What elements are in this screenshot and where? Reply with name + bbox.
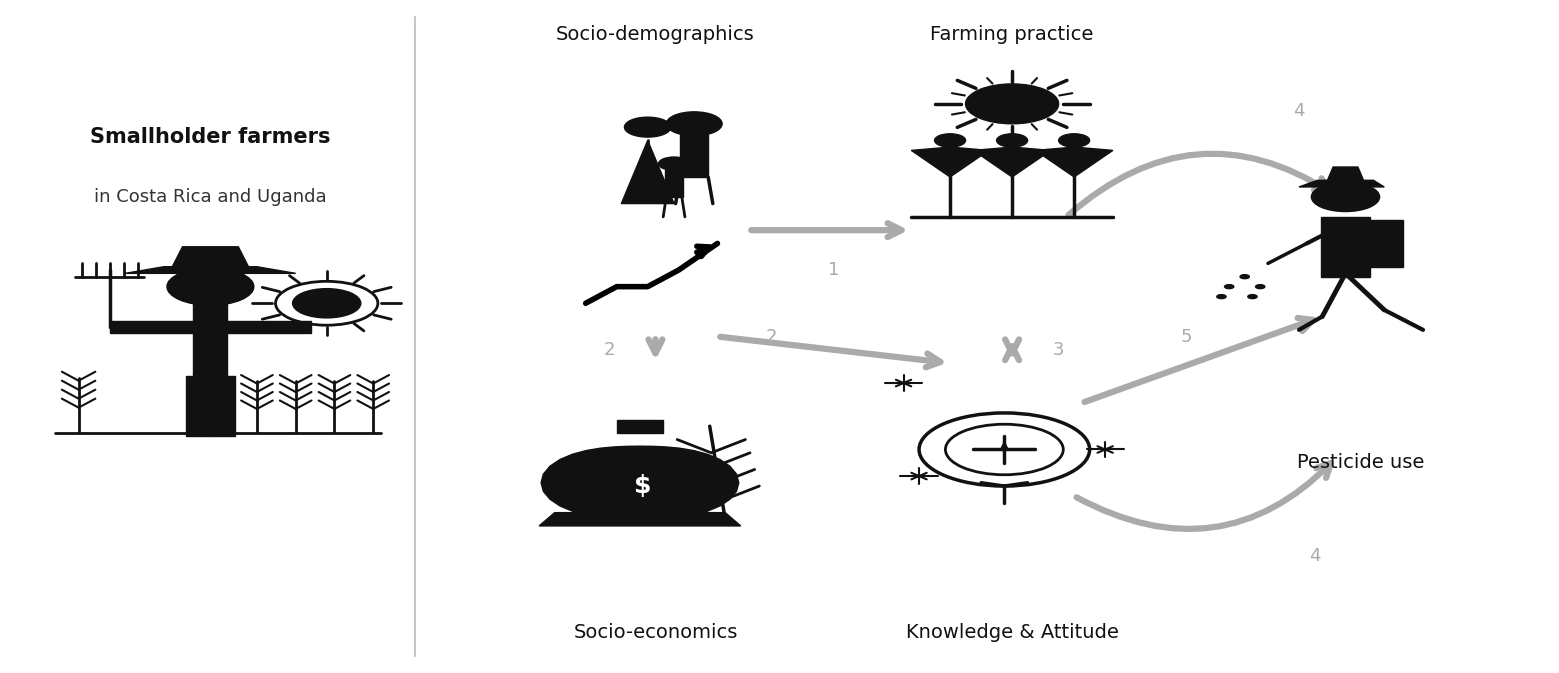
Text: 2: 2 bbox=[603, 341, 614, 359]
FancyArrowPatch shape bbox=[1085, 318, 1313, 402]
Circle shape bbox=[1239, 275, 1249, 279]
Text: 3: 3 bbox=[1052, 341, 1065, 359]
Text: Farming practice: Farming practice bbox=[931, 25, 1094, 44]
Text: Socio-demographics: Socio-demographics bbox=[557, 25, 755, 44]
Text: Knowledge & Attitude: Knowledge & Attitude bbox=[906, 623, 1118, 642]
Polygon shape bbox=[973, 147, 1012, 177]
Text: 4: 4 bbox=[1294, 102, 1305, 120]
FancyArrowPatch shape bbox=[720, 336, 940, 367]
Circle shape bbox=[1224, 285, 1233, 289]
Circle shape bbox=[1255, 285, 1264, 289]
FancyArrowPatch shape bbox=[751, 223, 901, 237]
FancyArrowPatch shape bbox=[1068, 153, 1330, 215]
Text: $: $ bbox=[635, 474, 652, 498]
Text: Socio-economics: Socio-economics bbox=[574, 623, 737, 642]
Text: Pesticide use: Pesticide use bbox=[1297, 454, 1425, 472]
Polygon shape bbox=[1327, 167, 1364, 182]
Circle shape bbox=[1216, 295, 1225, 299]
FancyArrowPatch shape bbox=[1077, 463, 1331, 529]
Polygon shape bbox=[539, 513, 741, 526]
Polygon shape bbox=[622, 141, 673, 203]
Text: 5: 5 bbox=[1180, 328, 1193, 345]
Circle shape bbox=[965, 84, 1059, 124]
Polygon shape bbox=[949, 147, 988, 177]
Text: 2: 2 bbox=[765, 328, 778, 345]
Polygon shape bbox=[125, 267, 296, 273]
Bar bbox=[680, 131, 708, 177]
Circle shape bbox=[1247, 295, 1257, 299]
Circle shape bbox=[666, 112, 722, 136]
Bar bbox=[1320, 217, 1370, 277]
Text: Smallholder farmers: Smallholder farmers bbox=[90, 127, 331, 147]
Text: in Costa Rica and Uganda: in Costa Rica and Uganda bbox=[94, 188, 327, 206]
FancyArrowPatch shape bbox=[1006, 339, 1020, 360]
Bar bbox=[664, 170, 683, 197]
Circle shape bbox=[658, 157, 689, 170]
Circle shape bbox=[1311, 182, 1380, 211]
Circle shape bbox=[293, 289, 360, 318]
Bar bbox=[109, 320, 312, 332]
Text: 1: 1 bbox=[828, 261, 839, 279]
Circle shape bbox=[996, 134, 1027, 147]
Circle shape bbox=[625, 117, 670, 137]
Bar bbox=[193, 304, 228, 383]
Text: 4: 4 bbox=[1308, 547, 1320, 565]
Polygon shape bbox=[171, 247, 249, 268]
Polygon shape bbox=[912, 147, 949, 177]
Polygon shape bbox=[1299, 180, 1384, 187]
Bar bbox=[210, 376, 235, 436]
Circle shape bbox=[934, 134, 965, 147]
Circle shape bbox=[167, 268, 254, 306]
Circle shape bbox=[1059, 134, 1090, 147]
Bar bbox=[186, 376, 210, 436]
Polygon shape bbox=[541, 446, 739, 520]
Polygon shape bbox=[1012, 147, 1051, 177]
Bar bbox=[1356, 220, 1403, 267]
FancyArrowPatch shape bbox=[649, 339, 663, 353]
Polygon shape bbox=[1035, 147, 1074, 177]
Polygon shape bbox=[617, 419, 663, 433]
Polygon shape bbox=[1074, 147, 1113, 177]
